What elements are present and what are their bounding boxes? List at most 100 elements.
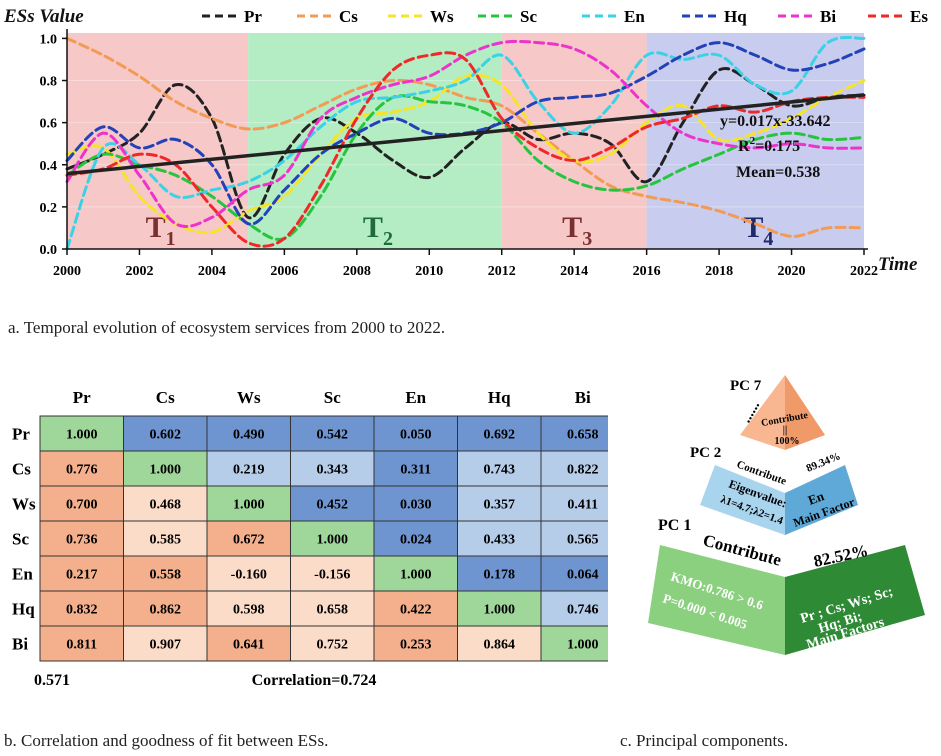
- matrix-col-header: Hq: [488, 388, 511, 407]
- matrix-row-header: Ws: [12, 495, 36, 514]
- matrix-cell: [373, 555, 458, 592]
- legend-item-bi: Bi: [778, 7, 836, 26]
- matrix-cell-value: 0.490: [233, 428, 265, 443]
- matrix-cell: [206, 485, 291, 522]
- x-tick-label: 2020: [778, 264, 806, 279]
- matrix-row-header: Pr: [12, 425, 30, 444]
- series-line-bi: [65, 39, 866, 228]
- matrix-cell: [290, 625, 375, 662]
- series-line-en: [65, 35, 866, 251]
- matrix-cell: [540, 520, 608, 557]
- matrix-cell-value: 0.832: [66, 603, 98, 618]
- matrix-cell: [457, 450, 542, 487]
- chart-temporal-evolution: T1 T2 T3 T4 0.0 0.2 0.4 0.6 0.8 1.0 2000 2002 2004 2…: [3, 6, 928, 279]
- legend-item-pr: Pr: [202, 7, 262, 26]
- x-tick-label: 2018: [705, 264, 733, 279]
- pc1-side-face: [785, 545, 925, 655]
- y-tick-label: 0.0: [40, 243, 58, 258]
- matrix-cell: [290, 520, 375, 557]
- matrix-cell: [373, 415, 458, 452]
- x-tick-label: 2010: [415, 264, 443, 279]
- matrix-cell-value: 0.422: [400, 603, 432, 618]
- matrix-cell-value: -0.156: [314, 568, 350, 583]
- matrix-cell-value: 0.064: [567, 568, 599, 583]
- matrix-cell-value: 0.558: [150, 568, 182, 583]
- matrix-cell: [123, 625, 208, 662]
- matrix-cell: [39, 520, 124, 557]
- matrix-cell: [123, 450, 208, 487]
- x-tick-label: 2008: [343, 264, 371, 279]
- legend-item-ws: Ws: [388, 7, 454, 26]
- matrix-cell-value: 0.219: [233, 463, 265, 478]
- matrix-cell-value: 0.468: [150, 498, 182, 513]
- y-tick-label: 0.2: [40, 201, 58, 216]
- period-band-2: [248, 33, 502, 249]
- matrix-cell: [290, 450, 375, 487]
- matrix-cell: [540, 625, 608, 662]
- svg-text:Es: Es: [910, 7, 928, 26]
- series-line-es: [65, 51, 866, 248]
- y-axis-title: ESs Value: [3, 6, 84, 27]
- matrix-cell-value: 0.658: [567, 428, 599, 443]
- matrix-cell-value: 0.178: [484, 568, 516, 583]
- x-tick-label: 2002: [125, 264, 153, 279]
- matrix-cell-value: 1.000: [233, 498, 265, 513]
- matrix-cell: [457, 555, 542, 592]
- matrix-cell-value: 0.585: [150, 533, 182, 548]
- legend-item-en: En: [582, 7, 645, 26]
- top-equals: ||: [783, 425, 787, 436]
- x-tick-label: 2014: [560, 264, 588, 279]
- matrix-cell-value: 0.752: [317, 638, 349, 653]
- pc7-label: PC 7: [730, 378, 762, 394]
- svg-text:Hq: Hq: [724, 7, 747, 26]
- pc1-label: PC 1: [658, 517, 691, 534]
- matrix-cell-value: 0.311: [400, 463, 431, 478]
- period-label-1: T1: [146, 211, 176, 250]
- y-tick-label: 0.4: [40, 159, 58, 174]
- x-axis-title: Time: [878, 254, 918, 275]
- legend-item-sc: Sc: [478, 7, 537, 26]
- top-percent: 100%: [775, 436, 800, 447]
- matrix-col-header: Pr: [73, 388, 91, 407]
- fit-equation: y=0.017x-33.642: [720, 113, 830, 130]
- matrix-row-header: Cs: [12, 460, 31, 479]
- y-tick-label: 1.0: [40, 32, 58, 47]
- matrix-cell: [206, 555, 291, 592]
- matrix-cell-value: 0.743: [484, 463, 516, 478]
- matrix-cell-value: 0.030: [400, 498, 432, 513]
- matrix-cell: [457, 625, 542, 662]
- svg-text:Cs: Cs: [339, 7, 358, 26]
- matrix-cell-value: 1.000: [484, 603, 516, 618]
- period-label-3: T3: [562, 211, 592, 250]
- matrix-cell: [39, 485, 124, 522]
- matrix-cell-value: 1.000: [150, 463, 182, 478]
- matrix-cell-value: 1.000: [317, 533, 349, 548]
- svg-text:En: En: [624, 7, 645, 26]
- caption-panel-c: c. Principal components.: [620, 731, 789, 750]
- matrix-cell-value: 0.641: [233, 638, 265, 653]
- matrix-cell-value: 0.598: [233, 603, 265, 618]
- mid-en: En: [806, 488, 827, 508]
- matrix-cell-value: 1.000: [400, 568, 432, 583]
- y-tick-label: 0.6: [40, 117, 58, 132]
- matrix-cell-value: 0.864: [484, 638, 516, 653]
- pc2-front-face: [700, 465, 785, 535]
- matrix-col-header: Bi: [575, 388, 591, 407]
- matrix-cell-value: 0.602: [150, 428, 182, 443]
- matrix-cell-value: 0.658: [317, 603, 349, 618]
- trend-line: [66, 93, 865, 176]
- matrix-cell-value: 1.000: [66, 428, 98, 443]
- matrix-cell: [457, 520, 542, 557]
- matrix-cell-value: 0.672: [233, 533, 265, 548]
- matrix-cell: [123, 415, 208, 452]
- matrix-bottom-center: Correlation=0.724: [252, 672, 377, 685]
- matrix-cell: [206, 520, 291, 557]
- matrix-col-header: Ws: [237, 388, 261, 407]
- matrix-col-header: En: [405, 388, 426, 407]
- matrix-cell: [373, 520, 458, 557]
- matrix-cell-value: -0.160: [231, 568, 267, 583]
- series-line-cs: [65, 36, 866, 238]
- pc2-side-face: [785, 465, 858, 535]
- matrix-row-header: Sc: [12, 530, 29, 549]
- matrix-cell-value: 0.692: [484, 428, 516, 443]
